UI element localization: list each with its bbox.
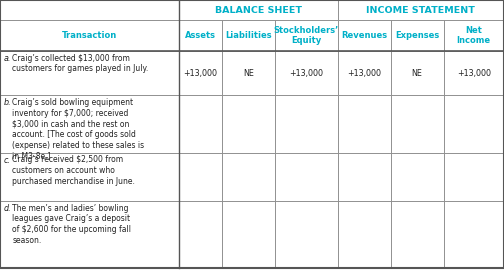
Bar — [391, 20, 444, 51]
Bar — [275, 20, 338, 51]
Bar — [275, 51, 338, 95]
Bar — [179, 51, 222, 95]
Bar — [0, 51, 179, 95]
Bar — [391, 95, 444, 153]
Bar — [222, 51, 275, 95]
Text: Craig’s sold bowling equipment
inventory for $7,000; received
$3,000 in cash and: Craig’s sold bowling equipment inventory… — [12, 98, 144, 161]
Text: Liabilities: Liabilities — [225, 31, 272, 40]
Bar — [444, 201, 504, 268]
Bar — [338, 95, 391, 153]
Text: NE: NE — [412, 69, 422, 78]
Text: b.: b. — [4, 98, 11, 107]
Text: d.: d. — [4, 204, 11, 213]
Bar — [179, 0, 338, 20]
Text: Assets: Assets — [185, 31, 216, 40]
Bar — [222, 201, 275, 268]
Bar — [179, 95, 222, 153]
Text: Transaction: Transaction — [62, 31, 117, 40]
Text: +13,000: +13,000 — [457, 69, 491, 78]
Bar — [444, 20, 504, 51]
Bar — [391, 51, 444, 95]
Text: Expenses: Expenses — [395, 31, 439, 40]
Text: Revenues: Revenues — [341, 31, 387, 40]
Bar — [275, 201, 338, 268]
Bar — [0, 153, 179, 201]
Bar — [338, 0, 504, 20]
Bar — [338, 20, 391, 51]
Bar — [275, 95, 338, 153]
Text: Stockholders’
Equity: Stockholders’ Equity — [274, 26, 339, 45]
Bar — [0, 20, 179, 51]
Bar — [179, 153, 222, 201]
Text: Net
Income: Net Income — [457, 26, 491, 45]
Bar — [222, 95, 275, 153]
Text: +13,000: +13,000 — [183, 69, 217, 78]
Bar — [179, 20, 222, 51]
Bar — [338, 153, 391, 201]
Bar — [222, 20, 275, 51]
Bar — [0, 0, 179, 20]
Text: c.: c. — [4, 156, 11, 165]
Text: +13,000: +13,000 — [289, 69, 323, 78]
Bar — [338, 201, 391, 268]
Bar — [444, 153, 504, 201]
Bar — [275, 153, 338, 201]
Bar — [444, 95, 504, 153]
Bar — [179, 201, 222, 268]
Text: INCOME STATEMENT: INCOME STATEMENT — [366, 5, 475, 15]
Text: Craig’s received $2,500 from
customers on account who
purchased merchandise in J: Craig’s received $2,500 from customers o… — [12, 155, 135, 186]
Text: a.: a. — [4, 54, 11, 63]
Text: +13,000: +13,000 — [347, 69, 381, 78]
Bar — [222, 153, 275, 201]
Text: BALANCE SHEET: BALANCE SHEET — [215, 5, 302, 15]
Text: Craig’s collected $13,000 from
customers for games played in July.: Craig’s collected $13,000 from customers… — [12, 54, 148, 73]
Bar — [0, 95, 179, 153]
Text: NE: NE — [243, 69, 254, 78]
Bar — [444, 51, 504, 95]
Text: The men’s and ladies’ bowling
leagues gave Craig’s a deposit
of $2,600 for the u: The men’s and ladies’ bowling leagues ga… — [12, 204, 131, 245]
Bar — [338, 51, 391, 95]
Bar — [0, 201, 179, 268]
Bar — [391, 153, 444, 201]
Bar — [391, 201, 444, 268]
